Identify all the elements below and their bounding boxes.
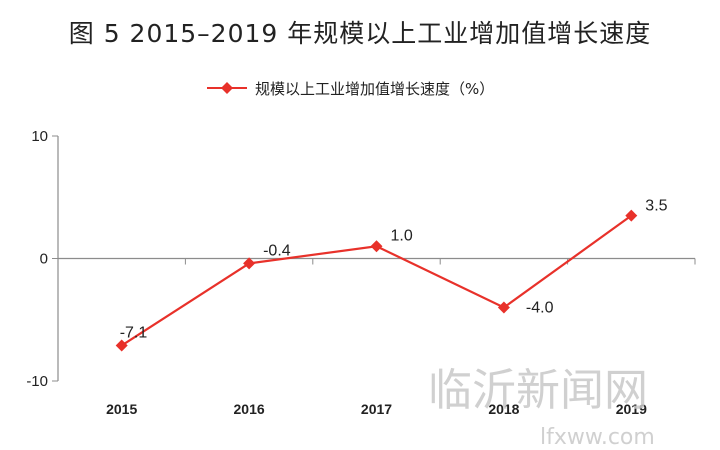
axes: [52, 135, 696, 382]
legend: 规模以上工业增加值增长速度（%）: [207, 80, 494, 98]
watermark: 临沂新闻网 lfxww.com: [428, 365, 655, 450]
data-point: [370, 240, 383, 253]
legend-label: 规模以上工业增加值增长速度（%）: [255, 80, 494, 98]
watermark-cn: 临沂新闻网: [428, 365, 648, 416]
legend-marker: [221, 82, 233, 94]
data-point: [243, 257, 256, 270]
data-label: 1.0: [391, 227, 413, 244]
x-tick-label: 2017: [361, 401, 392, 417]
y-tick-label: 10: [31, 128, 48, 145]
data-point: [625, 209, 638, 222]
x-tick-label: 2015: [106, 401, 137, 417]
data-point: [115, 339, 128, 352]
data-label: -7.1: [120, 324, 148, 341]
series-path: [121, 214, 632, 347]
x-tick-label: 2018: [488, 401, 519, 417]
y-tick-label: -10: [26, 373, 48, 390]
x-tick-label: 2016: [234, 401, 265, 417]
tick-labels: 10 0 -10 2015 2016 2017 2018 2019: [26, 128, 647, 417]
chart-title: 图 5 2015–2019 年规模以上工业增加值增长速度: [68, 19, 652, 48]
data-label: -0.4: [263, 242, 291, 259]
y-tick-label: 0: [40, 251, 48, 268]
x-tick-label: 2019: [616, 401, 647, 417]
series-line: -7.1 -0.4 1.0 -4.0 3.5: [115, 198, 668, 352]
watermark-url: lfxww.com: [540, 425, 655, 450]
data-label: -4.0: [526, 300, 554, 317]
data-label: 3.5: [645, 198, 667, 215]
data-point: [497, 301, 510, 314]
